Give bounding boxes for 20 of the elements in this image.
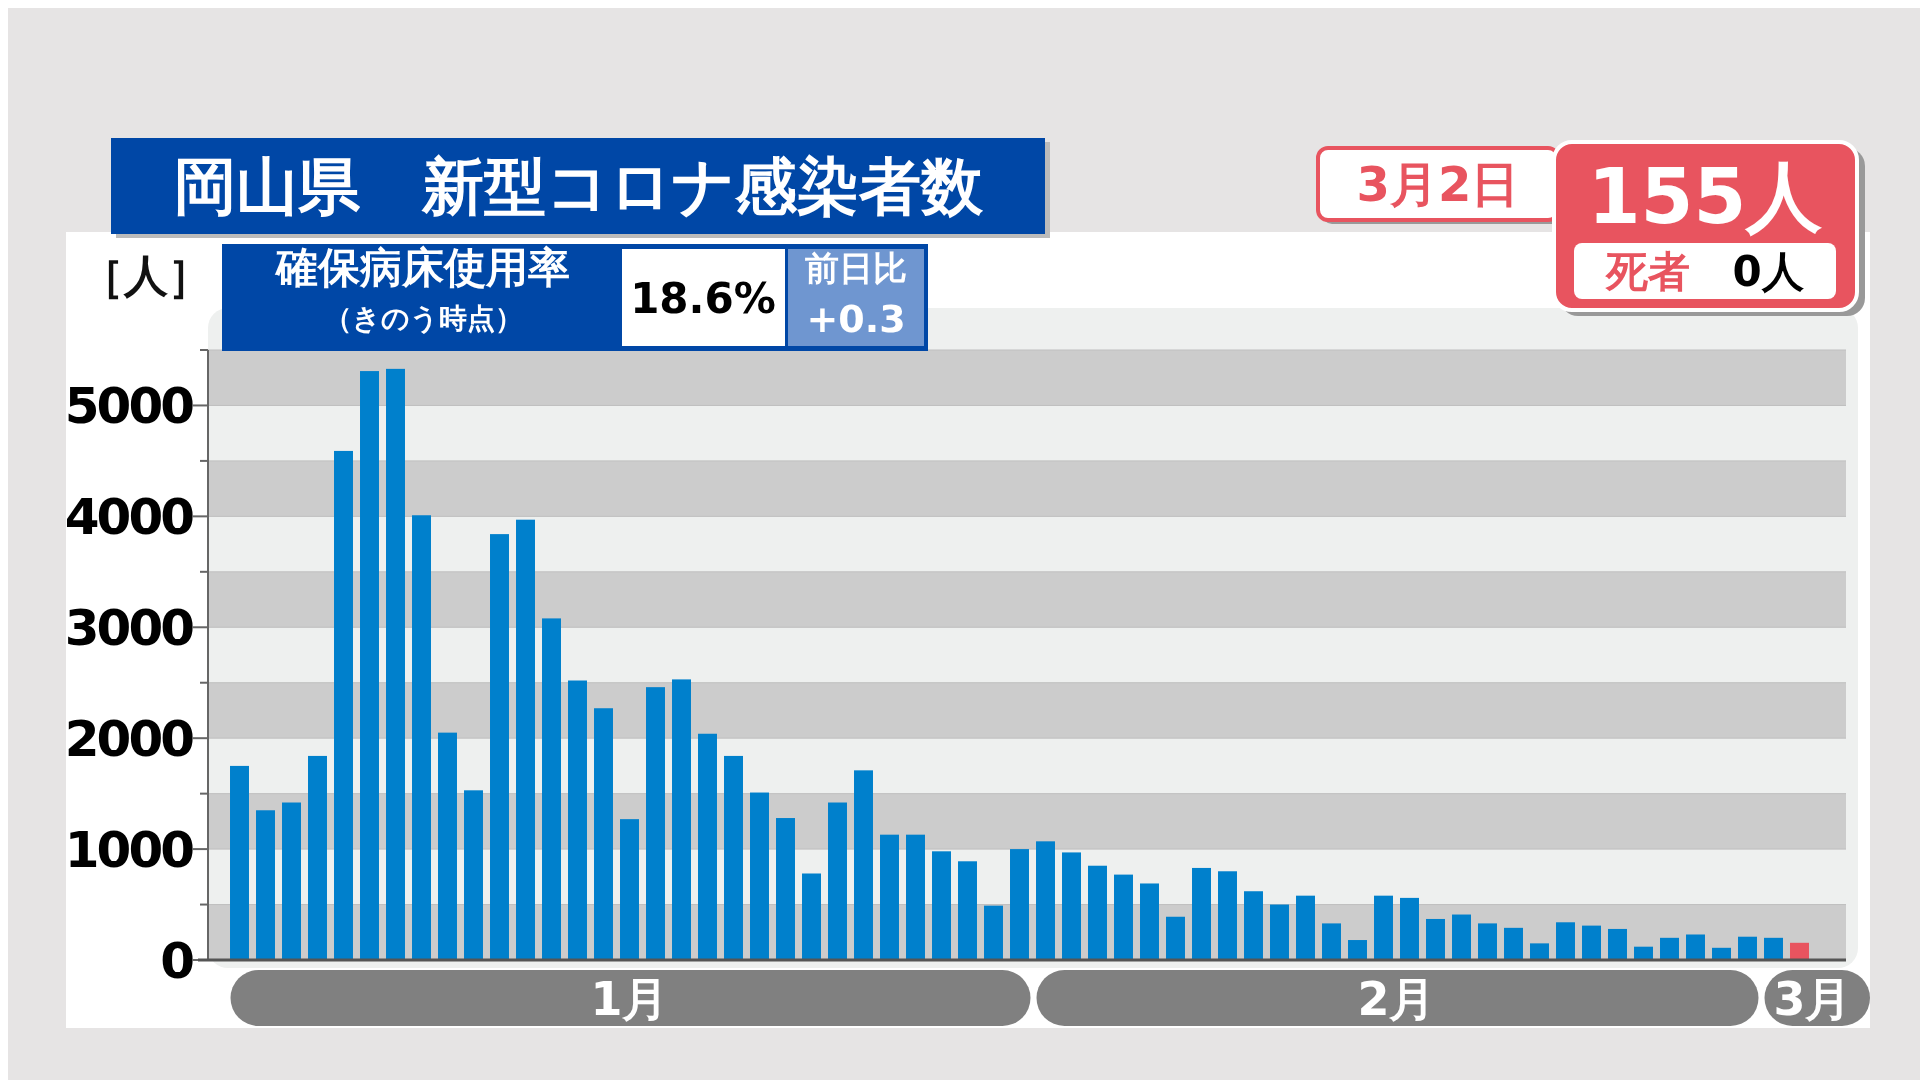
x-tick-label: 3月 [1773, 971, 1852, 1026]
text: （きのう時点） [323, 302, 523, 335]
text: 155人 [1587, 152, 1823, 242]
y-tick-label: 1000 [64, 821, 194, 880]
text: 0人 [1732, 247, 1804, 297]
text: 18.6% [630, 274, 776, 324]
y-tick-label: 4000 [64, 488, 194, 547]
y-tick-label: 2000 [64, 710, 194, 769]
y-tick-label: 5000 [64, 377, 194, 436]
text: +0.3 [806, 297, 906, 341]
x-tick-label: 1月 [590, 971, 669, 1026]
y-tick-label: 3000 [64, 599, 194, 658]
text: 前日比 [805, 248, 907, 288]
text: 3月2日 [1356, 156, 1520, 213]
x-tick-label: 2月 [1357, 971, 1436, 1026]
text: 確保病床使用率 [274, 243, 570, 292]
y-tick-label: 0 [160, 932, 194, 990]
chart-title: 岡山県 新型コロナ感染者数 [173, 150, 984, 224]
y-axis-title: ［人］ [80, 250, 212, 301]
text: 死者 [1605, 247, 1690, 297]
